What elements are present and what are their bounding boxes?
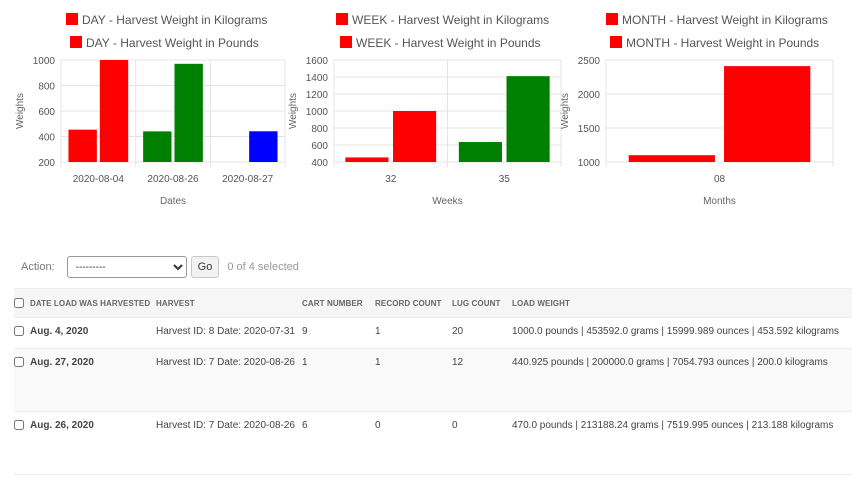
table-row: Aug. 26, 2020 Harvest ID: 7 Date: 2020-0… — [14, 411, 852, 475]
go-button[interactable]: Go — [190, 256, 220, 278]
row-checkbox[interactable] — [14, 420, 24, 431]
y-tick-label: 1000 — [306, 107, 329, 118]
row-checkbox[interactable] — [14, 326, 24, 337]
date-cell[interactable]: Aug. 4, 2020 — [30, 317, 156, 349]
column-header-record-count[interactable]: RECORD COUNT — [375, 288, 452, 318]
bar — [628, 155, 715, 162]
y-tick-label: 1500 — [578, 124, 601, 135]
x-tick-label: 32 — [385, 174, 397, 185]
y-axis-title: Weights — [288, 93, 299, 129]
column-header-lug-count[interactable]: LUG COUNT — [452, 288, 512, 318]
y-tick-label: 600 — [38, 107, 55, 118]
results-table: DATE LOAD WAS HARVESTED HARVEST CART NUM… — [14, 288, 852, 475]
legend-label: DAY - Harvest Weight in Pounds — [86, 36, 259, 50]
cart-number-cell: 6 — [302, 411, 375, 475]
cart-number-cell: 9 — [302, 317, 375, 349]
y-tick-label: 200 — [38, 158, 55, 169]
legend-swatch — [606, 13, 618, 25]
date-cell[interactable]: Aug. 27, 2020 — [30, 348, 156, 412]
bar — [724, 66, 811, 162]
bar — [345, 157, 389, 162]
legend-swatch — [336, 13, 348, 25]
harvest-cell: Harvest ID: 7 Date: 2020-08-26 — [156, 411, 302, 475]
y-tick-label: 800 — [38, 82, 55, 93]
legend-swatch — [340, 36, 352, 48]
legend-label: MONTH - Harvest Weight in Kilograms — [622, 13, 828, 27]
row-select-cell — [14, 411, 30, 475]
y-tick-label: 800 — [311, 124, 328, 135]
x-tick-label: 2020-08-26 — [147, 174, 199, 185]
load-weight-cell: 1000.0 pounds | 453592.0 grams | 15999.9… — [512, 317, 852, 349]
bar — [393, 111, 437, 162]
column-header-load-weight[interactable]: LOAD WEIGHT — [512, 288, 852, 318]
bar — [249, 131, 278, 162]
bar — [458, 142, 502, 162]
cart-number-cell: 1 — [302, 348, 375, 412]
column-header-date[interactable]: DATE LOAD WAS HARVESTED — [30, 288, 156, 318]
select-all-checkbox[interactable] — [14, 298, 24, 308]
table-row: Aug. 27, 2020 Harvest ID: 7 Date: 2020-0… — [14, 348, 852, 412]
bar — [99, 60, 129, 162]
load-weight-cell: 440.925 pounds | 200000.0 grams | 7054.7… — [512, 348, 852, 412]
x-tick-label: 35 — [499, 174, 511, 185]
legend-swatch — [70, 36, 82, 48]
y-tick-label: 2500 — [578, 56, 601, 67]
action-bar: Action: --------- Go 0 of 4 selected — [21, 256, 299, 278]
bar — [174, 63, 203, 163]
legend-swatch — [66, 13, 78, 25]
lug-count-cell: 20 — [452, 317, 512, 349]
y-tick-label: 1200 — [306, 90, 329, 101]
column-header-harvest[interactable]: HARVEST — [156, 288, 302, 318]
table-row: Aug. 4, 2020 Harvest ID: 8 Date: 2020-07… — [14, 317, 852, 349]
x-axis-title: Dates — [160, 196, 186, 207]
lug-count-cell: 0 — [452, 411, 512, 475]
x-tick-label: 2020-08-27 — [222, 174, 274, 185]
y-tick-label: 1000 — [578, 158, 601, 169]
bar — [143, 131, 172, 162]
y-tick-label: 400 — [38, 133, 55, 144]
select-all-cell — [14, 288, 30, 318]
y-tick-label: 400 — [311, 158, 328, 169]
bar — [506, 76, 550, 162]
column-header-cart-number[interactable]: CART NUMBER — [302, 288, 375, 318]
charts-area: DAY - Harvest Weight in Kilograms DAY - H… — [0, 0, 852, 225]
y-axis-title: Weights — [560, 93, 571, 129]
record-count-cell: 0 — [375, 411, 452, 475]
row-select-cell — [14, 317, 30, 349]
harvest-cell: Harvest ID: 8 Date: 2020-07-31 — [156, 317, 302, 349]
x-axis-title: Weeks — [432, 196, 462, 207]
date-cell[interactable]: Aug. 26, 2020 — [30, 411, 156, 475]
legend-label: MONTH - Harvest Weight in Pounds — [626, 36, 819, 50]
record-count-cell: 1 — [375, 348, 452, 412]
row-checkbox[interactable] — [14, 357, 24, 368]
action-label: Action: — [21, 261, 55, 273]
record-count-cell: 1 — [375, 317, 452, 349]
y-axis-title: Weights — [15, 93, 26, 129]
legend-swatch — [610, 36, 622, 48]
row-select-cell — [14, 348, 30, 412]
load-weight-cell: 470.0 pounds | 213188.24 grams | 7519.99… — [512, 411, 852, 475]
y-tick-label: 1400 — [306, 73, 329, 84]
harvest-cell: Harvest ID: 7 Date: 2020-08-26 — [156, 348, 302, 412]
x-tick-label: 2020-08-04 — [73, 174, 125, 185]
y-tick-label: 1000 — [33, 56, 56, 67]
x-axis-title: Months — [703, 196, 736, 207]
bar — [68, 129, 97, 162]
y-tick-label: 1600 — [306, 56, 329, 67]
selected-count: 0 of 4 selected — [227, 261, 299, 273]
y-tick-label: 600 — [311, 141, 328, 152]
charts-svg: DAY - Harvest Weight in Kilograms DAY - H… — [15, 13, 834, 207]
table-header-row: DATE LOAD WAS HARVESTED HARVEST CART NUM… — [14, 288, 852, 318]
action-select[interactable]: --------- — [66, 256, 187, 278]
y-tick-label: 2000 — [578, 90, 601, 101]
legend-label: WEEK - Harvest Weight in Pounds — [356, 36, 541, 50]
lug-count-cell: 12 — [452, 348, 512, 412]
legend-label: WEEK - Harvest Weight in Kilograms — [352, 13, 549, 27]
x-tick-label: 08 — [714, 174, 726, 185]
legend-label: DAY - Harvest Weight in Kilograms — [82, 13, 267, 27]
